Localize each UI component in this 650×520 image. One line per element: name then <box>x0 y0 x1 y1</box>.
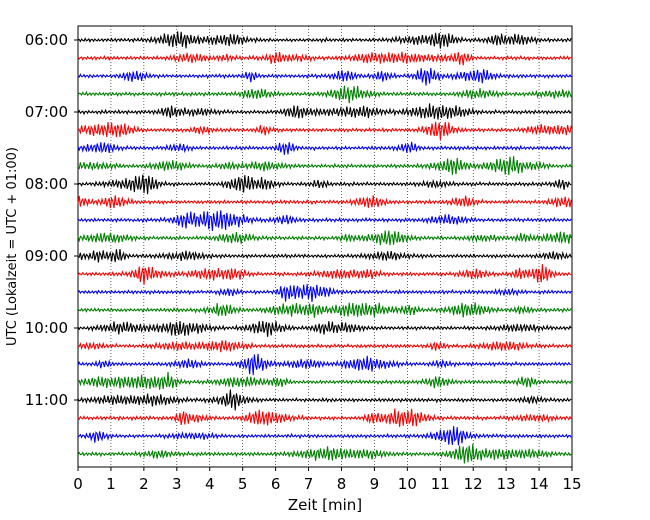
trace-1130 <box>77 426 572 446</box>
x-tick-label: 5 <box>238 475 248 493</box>
seismic-traces <box>77 31 572 464</box>
x-tick-label: 13 <box>497 475 516 493</box>
trace-0930 <box>77 284 572 302</box>
y-axis-label: UTC (Lokalzeit = UTC + 01:00) <box>5 147 20 346</box>
trace-1115 <box>77 408 572 427</box>
trace-1015 <box>77 340 572 353</box>
plot-area <box>77 25 573 468</box>
trace-0600 <box>77 31 572 49</box>
x-tick-label: 15 <box>562 475 581 493</box>
trace-0730 <box>77 141 572 155</box>
x-tick-label: 2 <box>139 475 149 493</box>
x-tick-label: 10 <box>398 475 417 493</box>
x-tick-label: 8 <box>337 475 347 493</box>
trace-1145 <box>77 443 572 464</box>
y-tick-label: 07:00 <box>25 103 68 121</box>
trace-0815 <box>77 195 572 209</box>
trace-0900 <box>77 248 572 263</box>
trace-0945 <box>77 302 572 318</box>
y-axis: 06:00 07:00 08:00 09:00 10:00 11:00 <box>25 31 78 409</box>
trace-0830 <box>77 210 572 231</box>
x-tick-label: 14 <box>530 475 549 493</box>
x-tick-label: 12 <box>464 475 483 493</box>
trace-0645 <box>77 85 572 104</box>
trace-1045 <box>77 371 572 390</box>
trace-0615 <box>77 51 572 66</box>
x-tick-label: 4 <box>205 475 215 493</box>
y-tick-label: 06:00 <box>25 31 68 49</box>
trace-0745 <box>77 156 572 176</box>
x-tick-label: 3 <box>172 475 182 493</box>
x-axis-label: Zeit [min] <box>288 496 362 514</box>
x-tick-label: 7 <box>304 475 314 493</box>
y-tick-label: 10:00 <box>25 319 68 337</box>
trace-0845 <box>77 230 572 246</box>
trace-1100 <box>77 389 572 411</box>
y-tick-label: 08:00 <box>25 175 68 193</box>
trace-0630 <box>77 67 572 86</box>
trace-0715 <box>77 121 572 140</box>
x-tick-label: 6 <box>271 475 281 493</box>
trace-1030 <box>77 353 572 376</box>
x-tick-label: 0 <box>73 475 83 493</box>
trace-0700 <box>77 103 572 120</box>
plot-frame <box>77 25 573 468</box>
x-tick-label: 1 <box>106 475 116 493</box>
x-axis: 0 1 2 3 4 5 6 7 8 9 10 11 12 13 14 15 <box>73 467 582 493</box>
trace-0915 <box>77 264 572 286</box>
x-tick-label: 9 <box>370 475 380 493</box>
trace-1000 <box>77 321 572 337</box>
y-tick-label: 11:00 <box>25 391 68 409</box>
trace-0800 <box>77 174 572 195</box>
x-tick-label: 11 <box>431 475 450 493</box>
y-tick-label: 09:00 <box>25 247 68 265</box>
